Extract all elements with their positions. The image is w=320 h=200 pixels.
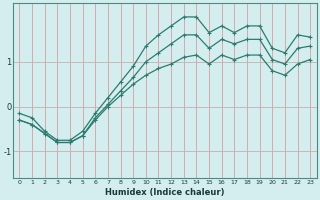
X-axis label: Humidex (Indice chaleur): Humidex (Indice chaleur) [105,188,225,197]
